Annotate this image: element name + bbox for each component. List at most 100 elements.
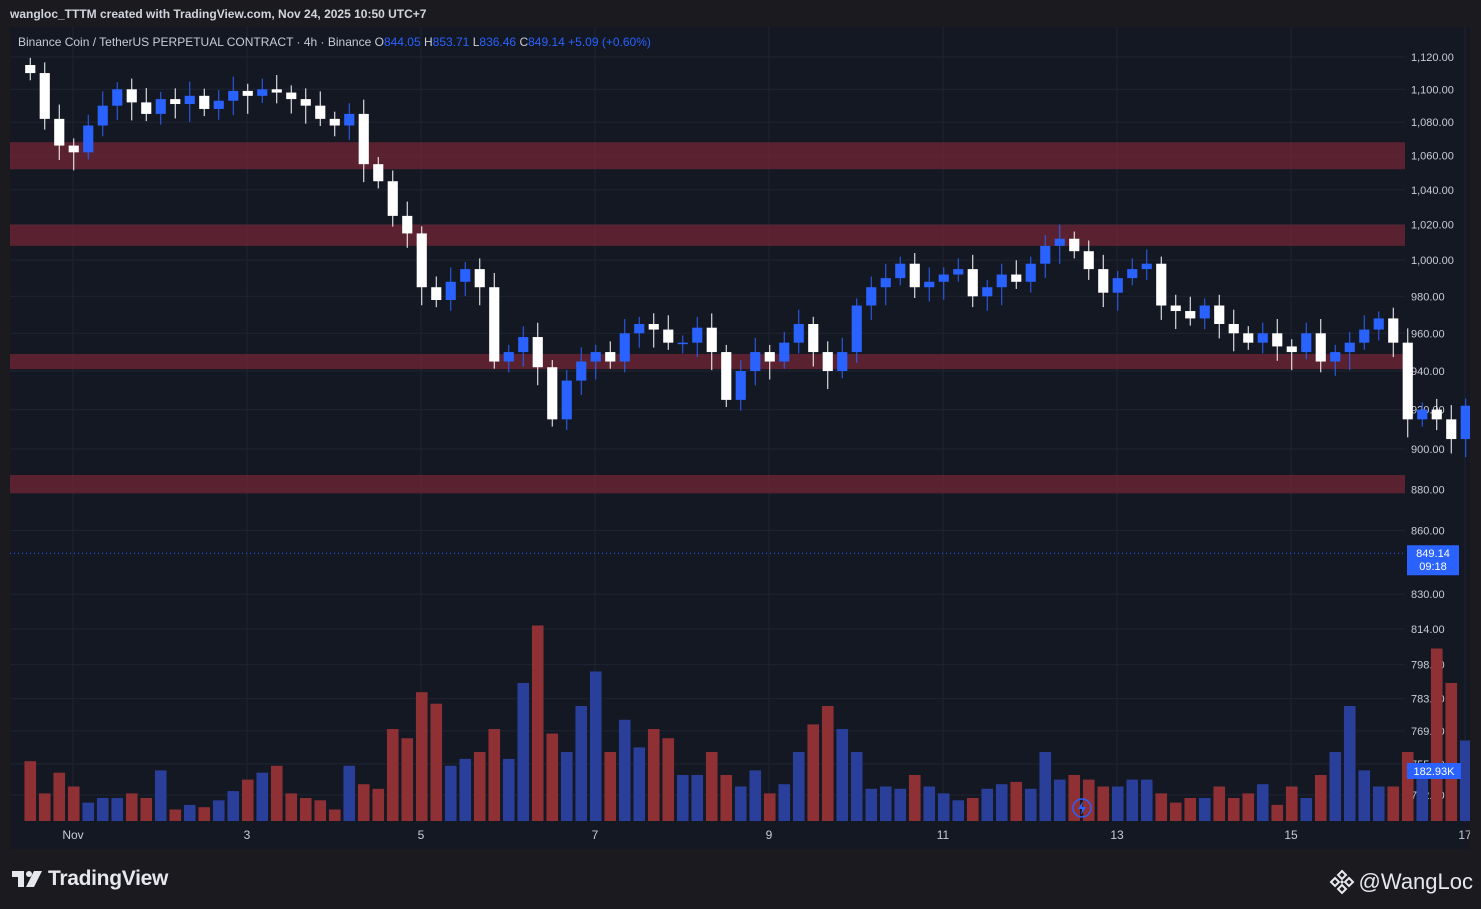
volume-bar <box>923 786 936 821</box>
candle-body <box>1272 333 1283 347</box>
x-tick-label: 15 <box>1284 828 1298 842</box>
x-tick-label: 11 <box>937 828 950 842</box>
x-tick-label: 9 <box>766 828 773 842</box>
volume-bar <box>227 791 240 821</box>
candle-body <box>83 125 94 153</box>
price-chart[interactable]: 1,120.00 1,100.00 1,080.00 1,060.00 1,040.00… <box>10 27 1470 849</box>
volume-bar <box>1024 788 1037 821</box>
volume-bar <box>1401 752 1414 821</box>
chart-credit: wangloc_TTTM created with TradingView.co… <box>10 7 427 21</box>
open-value: 844.05 <box>383 35 421 49</box>
y-tick-label: 1,080.00 <box>1411 117 1454 129</box>
candle-body <box>605 352 616 362</box>
candle-body <box>126 89 137 103</box>
volume-bar <box>981 788 994 821</box>
lightning-icon <box>1072 798 1092 818</box>
volume-bar <box>1256 784 1269 821</box>
volume-bar <box>589 671 602 821</box>
candle-body <box>721 352 732 400</box>
volume-bar <box>966 798 979 821</box>
candle-body <box>808 323 819 353</box>
volume-bar <box>1082 779 1095 821</box>
candle-body <box>967 269 978 297</box>
volume-tag-bg <box>1407 763 1461 779</box>
volume-bar <box>1416 775 1429 821</box>
volume-bar <box>952 800 965 821</box>
candle-body <box>663 329 674 343</box>
candle-body <box>1011 274 1022 282</box>
candle-body <box>1243 333 1254 343</box>
volume-bar <box>198 807 211 821</box>
y-tick-label: 1,060.00 <box>1411 151 1454 163</box>
x-tick-label: 17 <box>1458 828 1470 842</box>
candle-body <box>54 118 65 146</box>
candle-body <box>735 371 746 400</box>
y-tick-label: 1,040.00 <box>1411 185 1454 197</box>
candle-body <box>1330 352 1341 362</box>
symbol-title[interactable]: Binance Coin / TetherUS PERPETUAL CONTRA… <box>18 35 372 49</box>
last-price-countdown: 09:18 <box>1419 561 1447 573</box>
chart-legend: Binance Coin / TetherUS PERPETUAL CONTRA… <box>18 35 651 49</box>
lightning-icon-ring <box>1072 798 1092 818</box>
candle-body <box>1112 278 1123 293</box>
volume-bar <box>1097 786 1110 821</box>
volume-bar <box>502 758 515 821</box>
volume-bar <box>850 752 863 821</box>
candle-body <box>1141 263 1152 270</box>
volume-bar <box>807 724 820 821</box>
candle-body <box>1301 333 1312 353</box>
volume-bar <box>169 809 182 821</box>
chart-area[interactable]: 1,120.00 1,100.00 1,080.00 1,060.00 1,040.00… <box>10 27 1470 849</box>
tradingview-logo[interactable]: TradingView <box>12 867 168 891</box>
candle-body <box>315 105 326 119</box>
candle-body <box>1431 409 1442 420</box>
candle-body <box>416 233 427 288</box>
candle-body <box>590 352 601 362</box>
volume-bar <box>1271 804 1284 821</box>
volume-bar <box>111 798 124 821</box>
top-bar: wangloc_TTTM created with TradingView.co… <box>0 0 1481 26</box>
close-value: 849.14 <box>528 35 565 49</box>
candle-body <box>1402 342 1413 420</box>
candle-body <box>155 99 166 114</box>
volume-bar <box>1169 802 1182 821</box>
y-tick-label: 880.00 <box>1411 484 1445 496</box>
volume-bar <box>1155 793 1168 821</box>
high-value: 853.71 <box>432 35 470 49</box>
volume-bar <box>633 747 646 821</box>
candle-body <box>518 337 529 353</box>
volume-bar <box>734 786 747 821</box>
candle-body <box>1199 305 1210 319</box>
author-watermark: @WangLoc <box>1329 869 1473 895</box>
volume-bar <box>444 765 457 821</box>
candle-body <box>329 118 340 126</box>
volume-bar <box>1140 779 1153 821</box>
candle-body <box>300 99 311 106</box>
candle-body <box>909 263 920 288</box>
candle-body <box>358 113 369 165</box>
candle-body <box>706 327 717 353</box>
x-tick-label: 13 <box>1110 828 1124 842</box>
volume-bar <box>96 798 109 821</box>
volume-bar <box>1387 786 1400 821</box>
volume-bar <box>821 706 834 821</box>
candle-body <box>895 263 906 279</box>
candle-body <box>996 274 1007 288</box>
candle-body <box>1228 323 1239 334</box>
candle-body <box>344 113 355 126</box>
candle-body <box>1083 251 1094 270</box>
volume-bar <box>778 784 791 821</box>
volume-bar <box>415 692 428 821</box>
volume-bar <box>154 770 167 821</box>
volume-bar <box>662 738 675 821</box>
candle-body <box>112 89 123 106</box>
supply-demand-zone <box>10 353 1405 370</box>
change-value: +5.09 (+0.60%) <box>568 35 651 49</box>
footer-bar <box>0 850 1481 909</box>
candle-body <box>1025 263 1036 282</box>
volume-bar <box>604 752 617 821</box>
x-tick-label: 7 <box>592 828 599 842</box>
candle-body <box>286 92 297 100</box>
volume-bar <box>1300 798 1313 821</box>
volume-bar <box>430 703 443 821</box>
